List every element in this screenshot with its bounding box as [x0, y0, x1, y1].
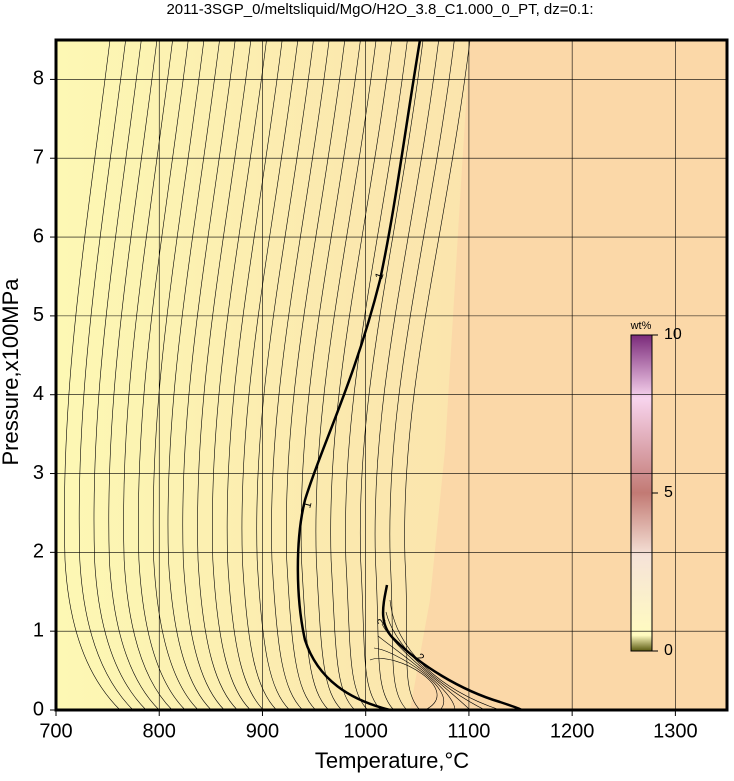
- x-tick-label: 1300: [653, 720, 698, 742]
- contour-line: [108, 39, 160, 711]
- y-tick-label: 7: [33, 147, 44, 169]
- contour-line: [385, 611, 486, 711]
- contour-line: [345, 39, 408, 711]
- y-tick-label: 3: [33, 462, 44, 484]
- contour-label: 1: [373, 271, 386, 281]
- contour-line: [286, 39, 346, 711]
- contour-line: [300, 39, 361, 711]
- x-tick-label: 800: [143, 720, 176, 742]
- colorbar-tick-label: 5: [664, 484, 673, 501]
- contours: [64, 39, 523, 712]
- y-axis-label: Pressure,x100MPa: [0, 278, 23, 466]
- contour-line: [377, 635, 456, 711]
- contour-label: 1: [301, 500, 314, 509]
- contour-line: [212, 39, 267, 711]
- contour-line: [330, 39, 393, 711]
- contour-line: [389, 39, 455, 711]
- colorbar-label: wt%: [630, 320, 652, 332]
- y-tick-label: 1: [33, 619, 44, 641]
- colorbar-tick-label: 0: [664, 642, 673, 659]
- contour-line: [389, 599, 501, 711]
- y-tick-label: 6: [33, 225, 44, 247]
- contour-label: 2: [375, 618, 388, 626]
- contour-line: [374, 39, 439, 711]
- y-tick-label: 8: [33, 68, 44, 90]
- x-tick-label: 1100: [447, 720, 490, 742]
- x-axis-label: Temperature,°C: [315, 748, 469, 773]
- x-tick-label: 700: [39, 720, 72, 742]
- contour-line: [381, 584, 523, 712]
- contour-line: [381, 623, 471, 711]
- contour-line: [78, 39, 134, 711]
- plot-frame: [54, 38, 729, 712]
- x-tick-label: 1000: [343, 720, 388, 742]
- x-tick-label: 1200: [550, 720, 595, 742]
- contour-line: [182, 39, 236, 711]
- contour-line: [256, 39, 314, 711]
- contour-line: [152, 39, 205, 711]
- contour-line: [138, 39, 189, 711]
- y-tick-label: 2: [33, 541, 44, 563]
- x-tick-label: 900: [246, 720, 279, 742]
- contour-line: [296, 39, 422, 712]
- contour-line: [197, 39, 252, 711]
- colorbar: [630, 334, 653, 652]
- contour-line: [93, 39, 147, 711]
- contour-line: [359, 39, 424, 711]
- contour-line: [123, 39, 173, 711]
- colorbar-tick-label: 10: [664, 326, 682, 343]
- contour-line: [64, 39, 121, 711]
- chart-title: 2011-3SGP_0/meltsliquid/MgO/H2O_3.8_C1.0…: [166, 1, 593, 18]
- contour-line: [271, 39, 330, 711]
- contour-line: [241, 39, 299, 711]
- y-tick-label: 0: [33, 698, 44, 720]
- colorbar-scale: [630, 334, 653, 652]
- contour-line: [404, 39, 471, 711]
- y-tick-label: 4: [33, 383, 44, 405]
- contour-line: [315, 39, 377, 711]
- y-tick-label: 5: [33, 304, 44, 326]
- contour-line: [167, 39, 220, 711]
